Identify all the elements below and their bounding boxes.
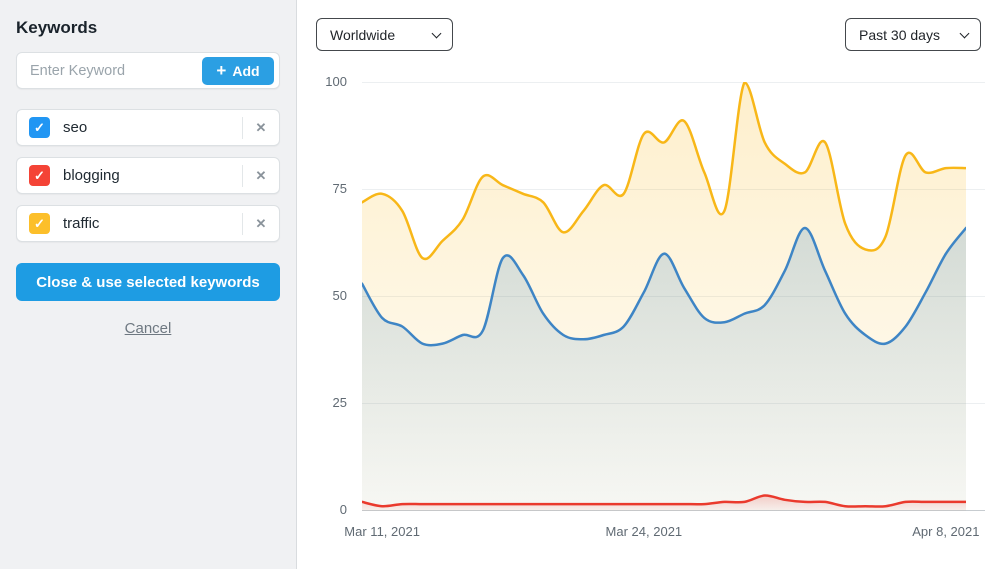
divider bbox=[242, 212, 243, 235]
series-line-seo bbox=[362, 226, 966, 347]
sidebar-title: Keywords bbox=[16, 18, 98, 37]
chart-area: Worldwide Past 30 days 0 25 50 75 100 Mar 11,… bbox=[297, 0, 1000, 569]
keywords-sidebar: Keywords + Add ✓ seo ✕ ✓ blogging ✕ ✓ tr… bbox=[0, 0, 297, 569]
y-axis-label: 100 bbox=[325, 74, 347, 89]
series-area-seo bbox=[362, 228, 966, 511]
close-icon: ✕ bbox=[255, 119, 267, 135]
add-keyword-button[interactable]: + Add bbox=[202, 57, 274, 85]
keyword-input[interactable] bbox=[17, 53, 197, 88]
keyword-checkbox[interactable]: ✓ bbox=[29, 165, 50, 186]
remove-keyword-button[interactable]: ✕ bbox=[243, 110, 279, 145]
keyword-label: blogging bbox=[63, 167, 120, 184]
trend-chart: 0 25 50 75 100 Mar 11, 2021 Mar 24, 2021 Apr 8,… bbox=[297, 0, 1000, 569]
region-select[interactable]: Worldwide bbox=[316, 18, 453, 51]
x-axis-label: Apr 8, 2021 bbox=[912, 524, 980, 539]
series-area-blogging bbox=[362, 495, 966, 511]
keyword-checkbox[interactable]: ✓ bbox=[29, 213, 50, 234]
add-button-label: Add bbox=[232, 63, 260, 79]
keyword-label: traffic bbox=[63, 215, 100, 232]
y-axis-label: 50 bbox=[332, 288, 347, 303]
remove-keyword-button[interactable]: ✕ bbox=[243, 206, 279, 241]
keyword-checkbox[interactable]: ✓ bbox=[29, 117, 50, 138]
check-icon: ✓ bbox=[34, 216, 45, 231]
keyword-item-traffic: ✓ traffic ✕ bbox=[16, 205, 280, 242]
trend-chart-plot bbox=[362, 82, 966, 511]
x-axis-label: Mar 11, 2021 bbox=[344, 524, 420, 539]
y-axis-label: 0 bbox=[339, 502, 347, 517]
x-axis-label: Mar 24, 2021 bbox=[605, 524, 683, 539]
date-range-value: Past 30 days bbox=[859, 26, 940, 43]
apply-keywords-button[interactable]: Close & use selected keywords bbox=[16, 263, 280, 301]
divider bbox=[242, 116, 243, 139]
y-axis-label: 25 bbox=[332, 395, 347, 410]
date-range-select[interactable]: Past 30 days bbox=[845, 18, 981, 51]
close-icon: ✕ bbox=[255, 167, 267, 183]
plus-icon: + bbox=[216, 61, 227, 80]
close-icon: ✕ bbox=[255, 215, 267, 231]
check-icon: ✓ bbox=[34, 168, 45, 183]
gridline bbox=[362, 82, 985, 83]
keyword-label: seo bbox=[63, 119, 88, 136]
remove-keyword-button[interactable]: ✕ bbox=[243, 158, 279, 193]
keyword-item-seo: ✓ seo ✕ bbox=[16, 109, 280, 146]
series-line-traffic bbox=[362, 82, 966, 261]
keyword-input-card: + Add bbox=[16, 52, 280, 89]
region-select-value: Worldwide bbox=[330, 26, 396, 43]
cancel-link[interactable]: Cancel bbox=[124, 320, 172, 337]
divider bbox=[242, 164, 243, 187]
check-icon: ✓ bbox=[34, 120, 45, 135]
y-axis-label: 75 bbox=[332, 181, 347, 196]
series-line-blogging bbox=[362, 494, 966, 508]
keyword-item-blogging: ✓ blogging ✕ bbox=[16, 157, 280, 194]
